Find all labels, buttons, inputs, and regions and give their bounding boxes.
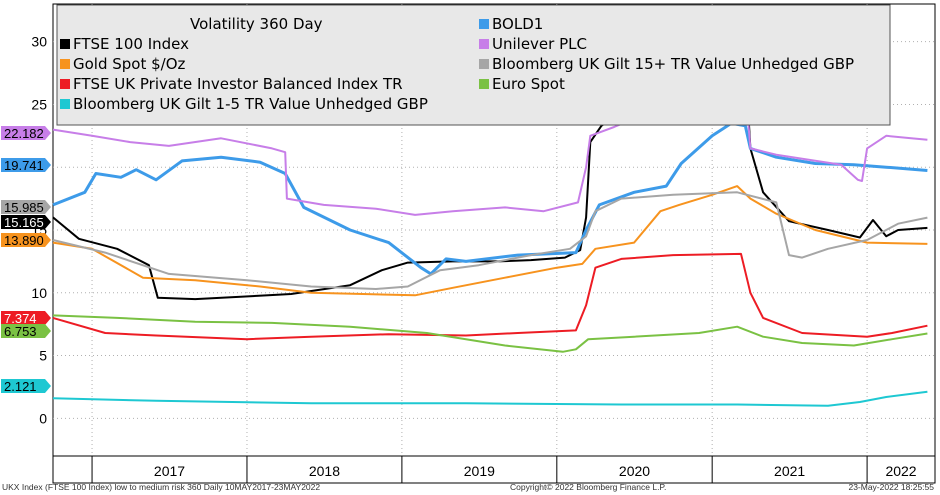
- value-tag: [1, 158, 51, 172]
- x-axis: 2017 2018 2019 2020 2021 2022: [52, 455, 936, 484]
- value-tag: [1, 324, 51, 338]
- legend-swatch: [60, 99, 70, 109]
- y-tick-label: 25: [31, 96, 47, 112]
- legend-swatch: [60, 79, 70, 89]
- chart-title: Volatility 360 Day: [190, 15, 323, 33]
- value-tag-label: 6.753: [4, 324, 37, 339]
- x-tick-label: 2017: [154, 463, 185, 479]
- y-tick-label: 0: [39, 410, 47, 426]
- legend-entry: Bloomberg UK Gilt 15+ TR Value Unhedged …: [492, 55, 854, 73]
- series-line: [52, 121, 928, 276]
- value-tag: [1, 200, 51, 214]
- value-tag-label: 19.741: [4, 158, 44, 173]
- x-tick-label: 2021: [774, 463, 805, 479]
- legend-box: [56, 4, 891, 126]
- value-tag-label: 13.890: [4, 233, 44, 248]
- footer-center: Copyright© 2022 Bloomberg Finance L.P.: [510, 482, 667, 492]
- series-line: [52, 390, 928, 407]
- value-tag-label: 7.374: [4, 311, 37, 326]
- value-tag: [1, 311, 51, 325]
- series-line: [52, 191, 928, 290]
- legend-entry: BOLD1: [492, 15, 543, 33]
- x-tick-label: 2019: [464, 463, 495, 479]
- legend-swatch: [479, 59, 489, 69]
- x-tick-label: 2020: [619, 463, 650, 479]
- value-tag-label: 22.182: [4, 126, 44, 141]
- series-line: [52, 87, 928, 301]
- x-axis-band: [52, 455, 936, 484]
- legend-swatch: [479, 39, 489, 49]
- x-tick-label: 2022: [885, 463, 916, 479]
- y-tick-label: 5: [39, 348, 47, 364]
- series-lines: [52, 83, 928, 407]
- series-line: [52, 252, 928, 341]
- legend: Volatility 360 Day FTSE 100 Index Gold Sp…: [56, 4, 891, 126]
- legend-entry: Euro Spot: [492, 75, 565, 93]
- value-tag: [1, 215, 51, 229]
- legend-entry: FTSE UK Private Investor Balanced Index …: [73, 75, 403, 93]
- value-tag-label: 15.985: [4, 200, 44, 215]
- legend-swatch: [60, 39, 70, 49]
- value-tag: [1, 233, 51, 247]
- y-axis: 051015202530: [31, 34, 47, 427]
- legend-swatch: [60, 59, 70, 69]
- footer-right: 23-May-2022 18:25:55: [848, 482, 934, 492]
- legend-swatch: [479, 19, 489, 29]
- legend-entry: Bloomberg UK Gilt 1-5 TR Value Unhedged …: [73, 95, 428, 113]
- value-tag: [1, 126, 51, 140]
- series-line: [52, 314, 928, 353]
- y-tick-label: 30: [31, 34, 47, 50]
- legend-entry: FTSE 100 Index: [73, 35, 189, 53]
- legend-entry: Unilever PLC: [492, 35, 587, 53]
- footer-left: UKX Index (FTSE 100 Index) low to medium…: [2, 482, 321, 492]
- value-tag-label: 2.121: [4, 379, 37, 394]
- series-line: [52, 83, 928, 216]
- legend-swatch: [479, 79, 489, 89]
- x-tick-label: 2018: [309, 463, 340, 479]
- value-tag: [1, 379, 51, 393]
- y-tick-label: 10: [31, 285, 47, 301]
- legend-entry: Gold Spot $/Oz: [73, 55, 186, 73]
- value-tag-label: 15.165: [4, 215, 44, 230]
- series-line: [52, 185, 928, 297]
